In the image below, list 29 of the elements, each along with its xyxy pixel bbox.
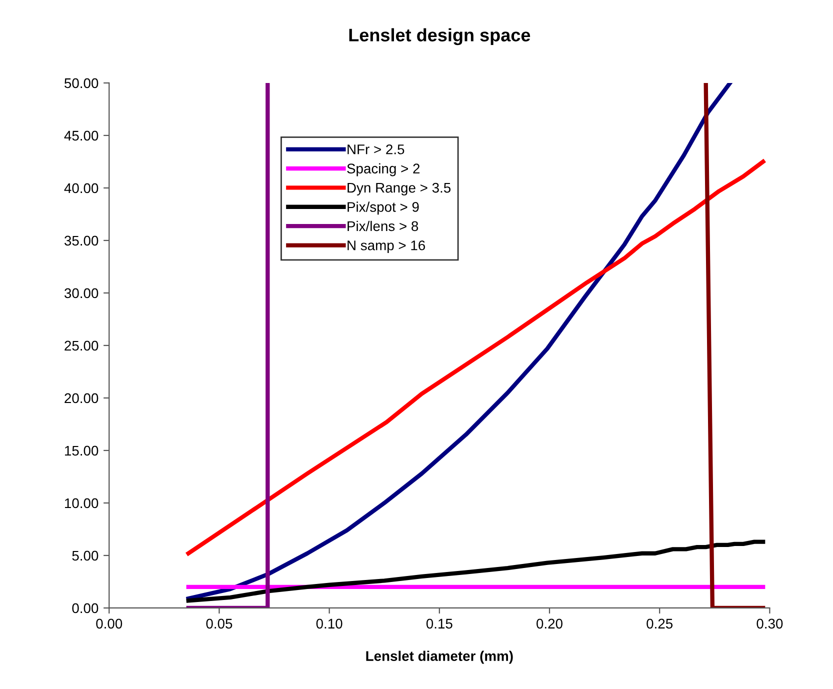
x-tick-label: 0.00 xyxy=(96,618,122,629)
x-tick-label: 0.05 xyxy=(206,618,232,629)
legend-label: N samp > 16 xyxy=(348,240,426,254)
x-tick-label: 0.15 xyxy=(426,618,452,629)
x-tick-label: 0.30 xyxy=(756,618,783,629)
line-series xyxy=(186,540,766,603)
y-tick-label: 10.00 xyxy=(65,498,98,508)
y-tick-label: 45.00 xyxy=(64,130,98,141)
chart-title: Lenslet design space xyxy=(349,28,530,46)
legend-label: Dyn Range > 3.5 xyxy=(348,182,451,196)
legend-label: Pix/lens > 8 xyxy=(348,220,418,232)
x-axis-title: Lenslet diameter (mm) xyxy=(366,650,513,664)
y-tick-label: 25.00 xyxy=(64,340,98,351)
y-tick-label: 40.00 xyxy=(64,183,98,194)
y-tick-label: 35.00 xyxy=(64,236,98,246)
line-series xyxy=(186,82,732,601)
y-tick-label: 15.00 xyxy=(65,446,98,456)
x-tick-label: 0.25 xyxy=(646,618,673,629)
y-tick-label: 50.00 xyxy=(64,78,98,88)
x-tick-label: 0.10 xyxy=(316,618,342,629)
legend-label: NFr > 2.5 xyxy=(348,144,404,154)
y-tick-label: 0.00 xyxy=(72,603,98,614)
legend-label: Spacing > 2 xyxy=(347,163,420,176)
y-tick-label: 30.00 xyxy=(64,288,98,298)
legend-label: Pix/spot > 9 xyxy=(348,202,419,215)
line-series xyxy=(186,160,766,556)
y-tick-label: 5.00 xyxy=(72,550,98,561)
x-tick-label: 0.20 xyxy=(536,618,562,629)
y-tick-label: 20.00 xyxy=(64,393,98,404)
